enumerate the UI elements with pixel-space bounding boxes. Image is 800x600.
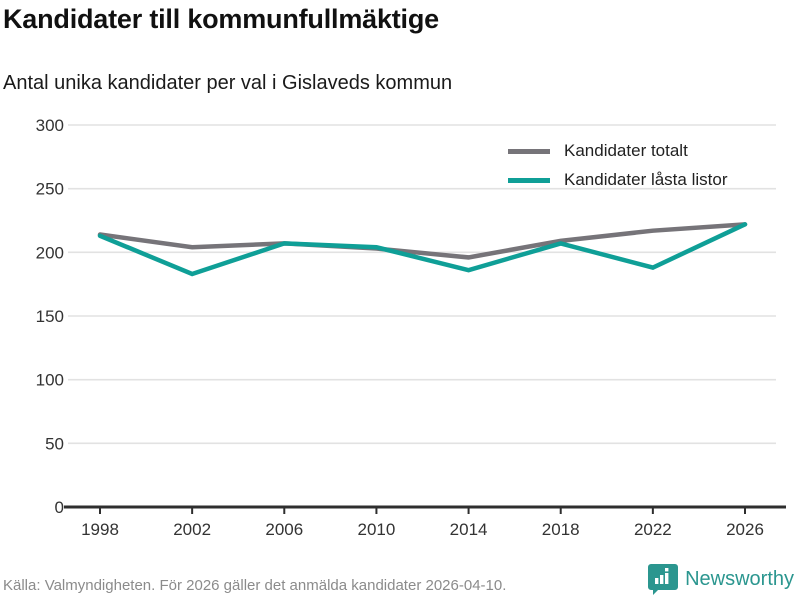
y-tick-label-50: 50 <box>45 434 64 453</box>
legend-label-totalt: Kandidater totalt <box>564 141 688 160</box>
x-tick-label-2018: 2018 <box>542 520 580 539</box>
legend-item-lasta-listor[interactable]: Kandidater låsta listor <box>508 170 727 190</box>
x-tick-label-1998: 1998 <box>81 520 119 539</box>
legend-item-totalt[interactable]: Kandidater totalt <box>508 141 727 161</box>
x-tick-label-2026: 2026 <box>726 520 764 539</box>
series-line-lasta-listor <box>97 222 748 277</box>
legend-swatch-lasta-listor <box>508 177 550 183</box>
newsworthy-brand-name: Newsworthy <box>685 567 794 590</box>
y-tick-label-100: 100 <box>36 371 64 390</box>
series-line-totalt <box>97 222 748 260</box>
legend-swatch-totalt <box>508 148 550 154</box>
y-tick-label-150: 150 <box>36 307 64 326</box>
page-title: Kandidater till kommunfullmäktige <box>3 4 439 34</box>
y-tick-label-0: 0 <box>55 498 64 517</box>
source-note: Källa: Valmyndigheten. För 2026 gäller d… <box>3 577 507 594</box>
x-tick-label-2006: 2006 <box>265 520 303 539</box>
x-tick-label-2014: 2014 <box>450 520 488 539</box>
chart-legend: Kandidater totalt Kandidater låsta listo… <box>508 141 727 190</box>
newsworthy-brand[interactable]: Newsworthy <box>648 563 794 595</box>
x-tick-label-2022: 2022 <box>634 520 672 539</box>
y-tick-label-200: 200 <box>36 243 64 262</box>
newsworthy-logo-icon <box>648 564 679 595</box>
y-tick-label-250: 250 <box>36 180 64 199</box>
y-tick-label-300: 300 <box>36 116 64 135</box>
x-tick-label-2010: 2010 <box>358 520 396 539</box>
x-tick-label-2002: 2002 <box>173 520 211 539</box>
chart-subtitle: Antal unika kandidater per val i Gislave… <box>3 72 453 94</box>
legend-label-lasta-listor: Kandidater låsta listor <box>564 170 728 189</box>
